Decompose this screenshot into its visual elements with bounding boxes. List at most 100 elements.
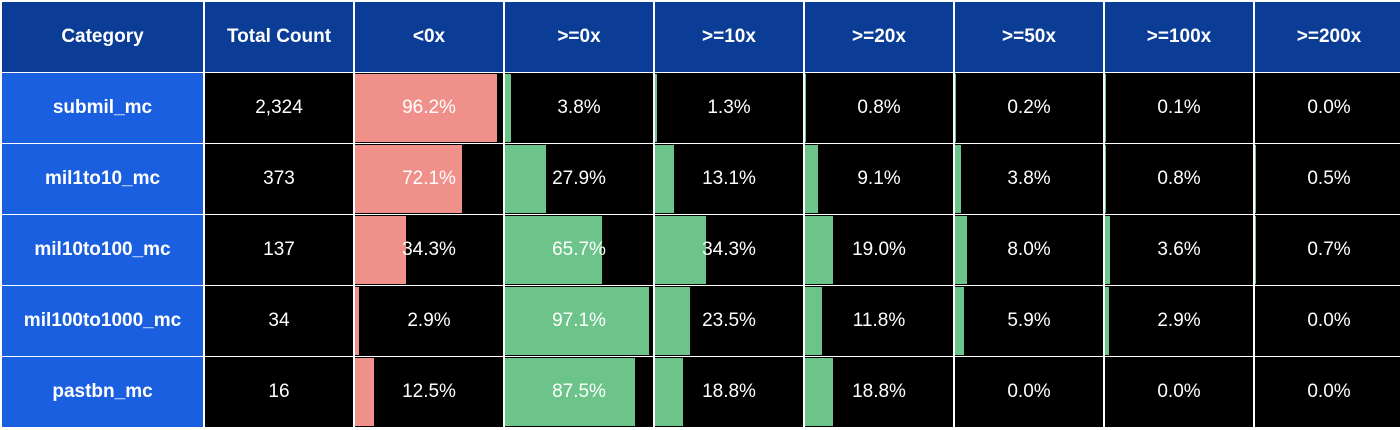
percent-cell-gte-10x: 13.1% (655, 144, 803, 214)
percent-value-label: 0.0% (1307, 310, 1351, 331)
percent-value-label: 65.7% (552, 239, 606, 260)
positive-share-bar (655, 287, 690, 355)
percent-value-label: 27.9% (552, 168, 606, 189)
percent-cell-gte-20x: 9.1% (805, 144, 953, 214)
percent-cell-gte-10x: 1.3% (655, 73, 803, 143)
percent-value-label: 9.1% (857, 168, 901, 189)
percent-value-label: 0.5% (1307, 168, 1351, 189)
percent-value-label: 2.9% (1157, 310, 1201, 331)
percent-cell-gte-10x: 18.8% (655, 357, 803, 427)
row-category-label: mil1to10_mc (2, 144, 203, 214)
column-header-gte-100x: >=100x (1105, 2, 1253, 72)
percent-value-label: 13.1% (702, 168, 756, 189)
column-header-gte-50x: >=50x (955, 2, 1103, 72)
positive-share-bar (955, 216, 967, 284)
percent-cell-gte-200x: 0.0% (1255, 73, 1400, 143)
column-header-category: Category (2, 2, 203, 72)
percent-cell-gte-0x: 65.7% (505, 215, 653, 285)
row-category-label: submil_mc (2, 73, 203, 143)
percent-cell-lt-0x: 12.5% (355, 357, 503, 427)
percent-value-label: 0.2% (1007, 97, 1051, 118)
percent-value-label: 3.8% (1007, 168, 1051, 189)
column-header-lt-0x: <0x (355, 2, 503, 72)
negative-share-bar (355, 287, 360, 355)
positive-share-bar (655, 74, 657, 142)
percent-cell-gte-0x: 87.5% (505, 357, 653, 427)
row-category-label: pastbn_mc (2, 357, 203, 427)
percent-cell-gte-100x: 0.0% (1105, 357, 1253, 427)
percent-cell-gte-100x: 2.9% (1105, 286, 1253, 356)
percent-value-label: 19.0% (852, 239, 906, 260)
total-count-cell: 34 (205, 286, 353, 356)
negative-share-bar (355, 358, 374, 426)
positive-share-bar (955, 287, 964, 355)
positive-share-bar (955, 145, 961, 213)
percent-cell-gte-10x: 23.5% (655, 286, 803, 356)
column-header-gte-20x: >=20x (805, 2, 953, 72)
positive-share-bar (505, 216, 603, 284)
column-header-gte-0x: >=0x (505, 2, 653, 72)
total-count-cell: 137 (205, 215, 353, 285)
positive-share-bar (805, 74, 807, 142)
column-header-total-count: Total Count (205, 2, 353, 72)
percent-value-label: 2.9% (407, 310, 451, 331)
positive-share-bar (805, 358, 833, 426)
percent-value-label: 1.3% (707, 97, 751, 118)
positive-share-bar (655, 358, 683, 426)
percent-cell-gte-20x: 19.0% (805, 215, 953, 285)
percent-value-label: 18.8% (702, 381, 756, 402)
row-category-label: mil10to100_mc (2, 215, 203, 285)
row-category-label: mil100to1000_mc (2, 286, 203, 356)
percent-cell-gte-20x: 11.8% (805, 286, 953, 356)
percent-value-label: 97.1% (552, 310, 606, 331)
percent-cell-lt-0x: 72.1% (355, 144, 503, 214)
negative-share-bar (355, 216, 406, 284)
percent-cell-gte-50x: 3.8% (955, 144, 1103, 214)
percent-cell-gte-20x: 0.8% (805, 73, 953, 143)
total-count-cell: 2,324 (205, 73, 353, 143)
percent-value-label: 0.8% (1157, 168, 1201, 189)
positive-share-bar (805, 216, 834, 284)
percent-value-label: 34.3% (402, 239, 456, 260)
percent-value-label: 3.8% (557, 97, 601, 118)
percent-value-label: 34.3% (702, 239, 756, 260)
percent-value-label: 0.0% (1307, 97, 1351, 118)
percent-value-label: 0.7% (1307, 239, 1351, 260)
percent-cell-gte-20x: 18.8% (805, 357, 953, 427)
percent-value-label: 0.0% (1007, 381, 1051, 402)
percent-value-label: 87.5% (552, 381, 606, 402)
percent-cell-gte-10x: 34.3% (655, 215, 803, 285)
positive-share-bar (1255, 145, 1256, 213)
percent-cell-gte-0x: 27.9% (505, 144, 653, 214)
positive-share-bar (1105, 145, 1107, 213)
percent-value-label: 0.1% (1157, 97, 1201, 118)
positive-share-bar (655, 216, 706, 284)
percent-value-label: 0.0% (1307, 381, 1351, 402)
negative-share-bar (355, 145, 462, 213)
column-header-gte-10x: >=10x (655, 2, 803, 72)
percent-cell-gte-0x: 97.1% (505, 286, 653, 356)
positive-share-bar (805, 145, 819, 213)
percent-value-label: 0.0% (1157, 381, 1201, 402)
percent-cell-lt-0x: 34.3% (355, 215, 503, 285)
positive-share-bar (505, 287, 649, 355)
percent-value-label: 11.8% (852, 310, 906, 331)
percent-cell-gte-50x: 0.2% (955, 73, 1103, 143)
total-count-cell: 373 (205, 144, 353, 214)
positive-share-bar (655, 145, 675, 213)
percent-cell-gte-200x: 0.0% (1255, 357, 1400, 427)
positive-share-bar (805, 287, 823, 355)
percent-cell-lt-0x: 96.2% (355, 73, 503, 143)
percent-cell-gte-0x: 3.8% (505, 73, 653, 143)
percent-value-label: 0.8% (857, 97, 901, 118)
positive-share-bar (505, 74, 511, 142)
percent-cell-gte-50x: 5.9% (955, 286, 1103, 356)
column-header-gte-200x: >=200x (1255, 2, 1400, 72)
percent-cell-gte-50x: 0.0% (955, 357, 1103, 427)
percent-cell-lt-0x: 2.9% (355, 286, 503, 356)
positive-share-bar (1105, 216, 1111, 284)
negative-share-bar (355, 74, 498, 142)
percent-value-label: 5.9% (1007, 310, 1051, 331)
percent-value-label: 12.5% (402, 381, 456, 402)
